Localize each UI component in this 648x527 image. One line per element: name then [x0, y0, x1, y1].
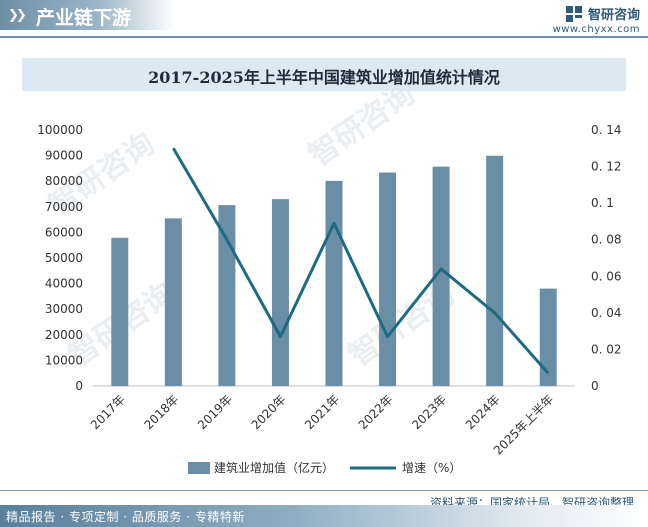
y-right-tick-label: 0. 14 [591, 123, 622, 137]
section-title: 产业链下游 [36, 7, 132, 29]
bar [271, 199, 289, 386]
footer-rule [0, 490, 648, 491]
brand-logo-icon [565, 5, 582, 22]
growth-line [172, 147, 550, 375]
bar [164, 218, 182, 386]
y-left-tick-label: 80000 [45, 174, 83, 188]
x-tick-label: 2021年 [302, 392, 342, 432]
bar [432, 166, 450, 386]
bottom-bar: 精品报告 · 专项定制 · 品质服务 · 专精特新 [0, 505, 648, 527]
chart-title-box: 2017-2025年上半年中国建筑业增加值统计情况 [22, 58, 626, 91]
chart-title: 2017-2025年上半年中国建筑业增加值统计情况 [148, 68, 500, 87]
y-left-tick-label: 30000 [45, 302, 83, 316]
header-rule [0, 36, 648, 38]
brand[interactable]: 智研咨询 www.chyxx.com [553, 3, 640, 35]
y-left-tick-label: 40000 [45, 277, 83, 291]
slogan: 精品报告 · 专项定制 · 品质服务 · 专精特新 [6, 510, 245, 524]
brand-url[interactable]: www.chyxx.com [552, 24, 640, 35]
y-left-tick-label: 0 [75, 379, 83, 393]
y-right-tick-label: 0. 08 [591, 233, 622, 247]
y-right-tick-label: 0 [591, 379, 599, 393]
page-header: ❯❯ 产业链下游 智研咨询 www.chyxx.com [0, 0, 648, 36]
y-right-tick-label: 0. 1 [591, 196, 614, 210]
legend-line-label: 增速（%） [402, 461, 461, 475]
header-banner [0, 0, 175, 30]
chevron-right-icon: ❯❯ [8, 8, 27, 23]
bar [379, 172, 397, 386]
y-right-tick-label: 0. 02 [591, 342, 622, 356]
y-left-tick-label: 20000 [45, 328, 83, 342]
y-right-tick-label: 0. 12 [591, 160, 622, 174]
y-left-tick-label: 90000 [45, 149, 83, 163]
y-left-tick-label: 50000 [45, 251, 83, 265]
x-tick-label: 2023年 [409, 392, 449, 432]
y-left-tick-label: 100000 [37, 123, 83, 137]
x-tick-label: 2024年 [463, 392, 503, 432]
bar [111, 237, 129, 386]
x-tick-label: 2018年 [141, 392, 181, 432]
y-right-tick-label: 0. 04 [591, 306, 622, 320]
bar [539, 288, 557, 386]
bar [325, 180, 343, 386]
legend-bar-swatch [188, 462, 210, 474]
x-tick-label: 2020年 [249, 392, 289, 432]
y-left-tick-label: 60000 [45, 225, 83, 239]
x-tick-label: 2022年 [356, 392, 396, 432]
bar [486, 155, 504, 386]
legend: 建筑业增加值（亿元） 增速（%） [0, 458, 648, 478]
y-right-tick-label: 0. 06 [591, 269, 622, 283]
y-left-tick-label: 10000 [45, 353, 83, 367]
legend-bar-label: 建筑业增加值（亿元） [214, 460, 334, 475]
x-tick-label: 2019年 [195, 392, 235, 432]
brand-name: 智研咨询 [587, 8, 640, 23]
x-tick-label: 2017年 [88, 392, 128, 432]
y-left-tick-label: 70000 [45, 200, 83, 214]
